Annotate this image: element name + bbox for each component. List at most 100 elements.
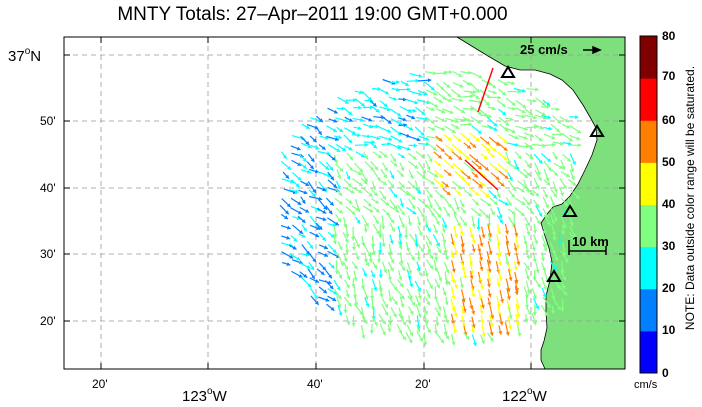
current-vector-head [387,276,392,281]
current-vector-head [477,165,482,170]
current-vector-head [457,138,462,142]
current-vector-head [508,176,513,181]
current-vector-head [413,143,418,148]
current-vector-head [443,249,448,254]
current-vector-head [333,183,337,188]
current-vector-head [575,195,580,199]
current-vector-head [355,207,360,211]
current-vector-head [566,157,571,162]
current-vector-head [365,222,369,227]
current-vector-head [514,232,519,237]
current-vector-head [434,103,439,108]
current-vector-head [569,222,574,227]
current-vector-head [451,268,456,273]
current-vector-head [314,294,318,299]
current-vector-head [307,283,312,288]
current-vector-head [532,295,537,299]
scale-bar-label: 10 km [572,234,609,249]
current-vector-head [286,225,291,230]
current-vector-head [390,259,395,264]
current-vector-head [400,295,405,300]
current-vector-head [458,73,463,77]
current-vector-head [351,130,356,135]
current-vector-head [400,167,405,171]
current-vector-head [480,320,485,324]
current-vector-head [470,107,475,112]
current-vector-head [438,173,443,178]
current-vector-head [333,234,338,238]
current-vector-head [348,146,353,151]
current-vector-head [301,199,306,204]
current-vector-head [497,95,502,100]
current-vector-head [377,86,381,91]
current-vector-head [338,246,343,251]
current-vector-head [436,312,441,317]
current-vector-head [377,154,382,159]
current-vector-head [426,294,431,298]
current-vector-head [554,172,558,177]
current-vector-head [310,266,315,270]
current-vector-head [338,192,342,196]
colorbar-segment [640,78,657,121]
current-vector-head [298,274,303,278]
current-vector-head [408,339,413,344]
current-vector-head [411,196,416,200]
current-vector-head [293,237,298,242]
current-vector-head [400,303,405,308]
current-vector-head [460,243,465,247]
current-vector-head [530,210,534,215]
current-vector-head [386,107,391,112]
current-vector-head [324,135,329,140]
current-vector-head [525,265,530,270]
current-vector-head [541,101,546,106]
current-vector-head [560,307,565,312]
current-vector-head [426,166,431,171]
current-vector-head [446,280,451,285]
current-vector-head [400,173,404,177]
current-vector-head [493,122,498,127]
current-vector-head [388,251,393,256]
current-vector-head [327,173,332,178]
current-vector-head [522,104,527,108]
current-vector-head [445,269,450,274]
current-vector-head [474,158,479,163]
current-vector-head [305,209,309,213]
current-vector-head [433,330,438,335]
current-vector-head [297,201,302,205]
current-vector-head [339,167,344,172]
current-vector-head [577,143,582,148]
current-vector-head [548,126,553,131]
current-vector-head [455,125,460,129]
current-vector-head [556,119,561,124]
current-vector-head [406,247,410,252]
current-vector [477,67,494,113]
current-vector-head [469,260,473,265]
current-vector-head [337,185,341,190]
current-vector-head [444,256,449,260]
current-vector-head [559,132,563,137]
current-vector-head [503,81,508,86]
current-vector-head [297,210,302,215]
current-vector-head [357,126,362,131]
current-vector-head [289,179,294,184]
current-vector-head [418,73,423,78]
current-vector-head [414,100,419,105]
current-vector-head [385,90,389,95]
current-vector-head [556,306,561,311]
current-vector-head [390,183,395,188]
current-vector-head [572,181,577,186]
current-vector-head [460,203,465,208]
current-vector-head [492,84,496,89]
current-vector-head [356,219,361,224]
current-vector-head [481,234,486,239]
current-vector-head [442,239,447,244]
current-vector-head [511,102,516,106]
current-vector-head [375,199,379,204]
current-vector-head [305,252,310,257]
current-vector-head [409,175,414,179]
current-vector-head [562,252,567,257]
current-vector-head [412,156,417,160]
current-vector-head [389,267,394,272]
current-vector-head [495,176,500,180]
current-vector-head [348,199,353,204]
